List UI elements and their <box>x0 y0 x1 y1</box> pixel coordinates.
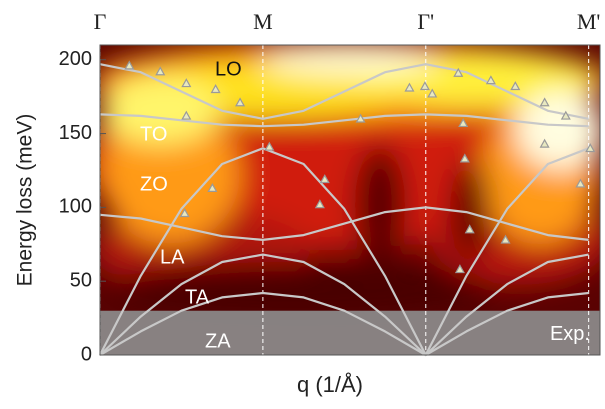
branch-label: LA <box>160 246 185 268</box>
y-tick-label: 150 <box>59 122 92 144</box>
y-tick-label: 0 <box>81 343 92 365</box>
y-tick-label: 200 <box>59 48 92 70</box>
branch-label: ZO <box>140 173 168 195</box>
branch-label: ZA <box>205 330 231 352</box>
x-tick-label: Γ <box>94 9 107 34</box>
chart: Exp. 0 50 100 150 200Γ M Γ' M' LO TO ZO LATA ZA Energ… <box>0 0 605 404</box>
intensity-map <box>80 40 605 355</box>
region-label: Exp. <box>550 323 590 345</box>
branch-label: TO <box>140 123 167 145</box>
branch-label: LO <box>215 58 242 80</box>
shaded-region <box>100 311 600 355</box>
x-tick-label: Γ' <box>417 9 434 34</box>
y-axis-label: Energy loss (meV) <box>14 114 37 287</box>
x-tick-label: M <box>253 9 273 34</box>
branch-label: TA <box>185 286 210 308</box>
x-axis-label: q (1/Å) <box>297 372 363 397</box>
y-tick-label: 100 <box>59 196 92 218</box>
y-tick-label: 50 <box>70 269 92 291</box>
x-tick-label: M' <box>577 9 601 34</box>
